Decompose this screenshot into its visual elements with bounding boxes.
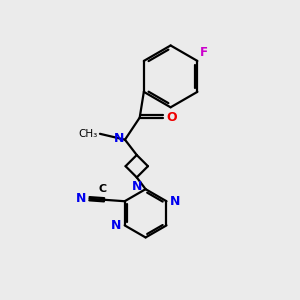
Text: CH₃: CH₃ [78, 129, 98, 139]
Text: F: F [200, 46, 208, 59]
Text: C: C [99, 184, 107, 194]
Text: N: N [169, 195, 180, 208]
Text: N: N [132, 180, 142, 193]
Text: N: N [113, 132, 124, 145]
Text: N: N [76, 192, 86, 205]
Text: O: O [166, 111, 177, 124]
Text: N: N [111, 219, 122, 232]
